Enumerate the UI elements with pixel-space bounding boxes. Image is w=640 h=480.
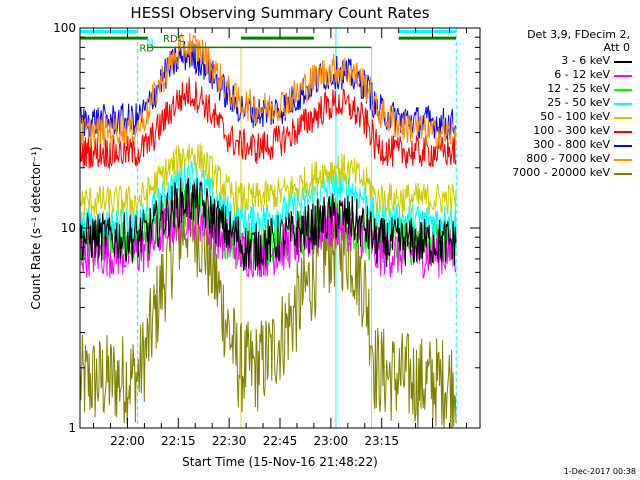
- legend-item-swatch: [614, 159, 632, 161]
- legend-item: 300 - 800 keV: [486, 138, 636, 152]
- y-tick-label: 100: [53, 21, 76, 35]
- legend-item: 25 - 50 keV: [486, 96, 636, 110]
- series-line-7000-to-20000keV-kev: [79, 176, 457, 429]
- annotation-n: N: [146, 38, 153, 49]
- x-tick-label: 22:45: [263, 434, 298, 448]
- legend-item: 12 - 25 keV: [486, 82, 636, 96]
- series-line-50-to-100keV-kev: [79, 142, 457, 218]
- chart-title: HESSI Observing Summary Count Rates: [130, 4, 429, 22]
- legend-item-swatch: [614, 145, 632, 147]
- x-tick-label: 23:15: [364, 434, 399, 448]
- legend-item: 50 - 100 keV: [486, 110, 636, 124]
- legend-item-label: 50 - 100 keV: [540, 110, 610, 123]
- x-tick-label: 22:00: [110, 434, 145, 448]
- legend-item-swatch: [614, 61, 632, 63]
- y-tick-label: 1: [68, 421, 76, 435]
- legend-item-label: 800 - 7000 keV: [526, 152, 610, 165]
- legend-item-label: 100 - 300 keV: [533, 124, 610, 137]
- legend-item-label: 12 - 25 keV: [547, 82, 610, 95]
- y-tick-label: 10: [61, 221, 76, 235]
- legend-item-swatch: [614, 103, 632, 105]
- legend-item: 7000 - 20000 keV: [486, 166, 636, 180]
- annotation-rd: RD: [139, 43, 154, 54]
- legend-item-swatch: [614, 173, 632, 175]
- legend-item-label: 7000 - 20000 keV: [512, 166, 610, 179]
- annotation-rdc: RDC: [163, 34, 185, 45]
- legend-item: 100 - 300 keV: [486, 124, 636, 138]
- legend-header-line-1: Det 3,9, FDecim 2,: [527, 28, 630, 41]
- legend-item-label: 3 - 6 keV: [561, 54, 610, 67]
- series-line-800-to-7000keV-kev: [79, 32, 457, 151]
- series-line-3-to-6keV-kev: [79, 177, 457, 271]
- legend-item-swatch: [614, 89, 632, 91]
- y-axis-label: Count Rate (s⁻¹ detector⁻¹): [29, 146, 43, 309]
- x-tick-label: 22:30: [212, 434, 247, 448]
- legend-item-swatch: [614, 131, 632, 133]
- series-line-100-to-300keV-kev: [79, 77, 457, 171]
- x-tick-label: 23:00: [314, 434, 349, 448]
- legend-item-label: 6 - 12 keV: [554, 68, 610, 81]
- legend-item-label: 25 - 50 keV: [547, 96, 610, 109]
- series-line-25-to-50keV-kev: [79, 159, 457, 241]
- legend-item: 6 - 12 keV: [486, 68, 636, 82]
- x-axis-label: Start Time (15-Nov-16 21:48:22): [182, 455, 378, 469]
- legend-header-line-2: Att 0: [603, 41, 630, 54]
- x-tick-label: 22:15: [161, 434, 196, 448]
- legend-item: 3 - 6 keV: [486, 54, 636, 68]
- legend: Det 3,9, FDecim 2, Att 0 3 - 6 keV 6 - 12…: [486, 28, 636, 180]
- legend-item-swatch: [614, 117, 632, 119]
- legend-item: 800 - 7000 keV: [486, 152, 636, 166]
- legend-item-label: 300 - 800 keV: [533, 138, 610, 151]
- generation-timestamp: 1-Dec-2017 00:38: [563, 467, 636, 476]
- legend-item-swatch: [614, 75, 632, 77]
